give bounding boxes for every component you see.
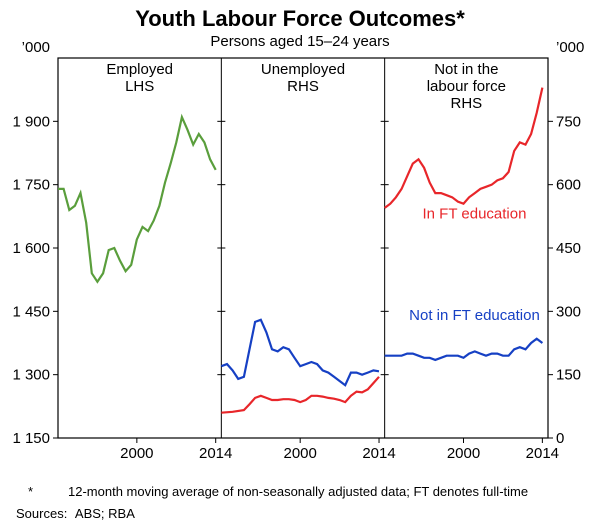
panel-header: labour force bbox=[427, 78, 506, 95]
footnote: *12-month moving average of non-seasonal… bbox=[28, 484, 568, 499]
xtick: 2014 bbox=[362, 445, 395, 462]
ytick-right: 750 bbox=[556, 113, 581, 130]
ytick-left: 1 900 bbox=[12, 113, 50, 130]
xtick: 2000 bbox=[283, 445, 316, 462]
ytick-right: 150 bbox=[556, 367, 581, 384]
plot-area: 1 1501 3001 4501 6001 7501 9000150300450… bbox=[58, 58, 548, 438]
sources: Sources: ABS; RBA bbox=[16, 506, 135, 521]
ytick-right: 300 bbox=[556, 303, 581, 320]
panel-header: Employed bbox=[106, 61, 173, 78]
ytick-left: 1 600 bbox=[12, 240, 50, 257]
plot-svg: 1 1501 3001 4501 6001 7501 9000150300450… bbox=[58, 58, 548, 468]
unit-right: ’000 bbox=[556, 39, 584, 56]
xtick: 2014 bbox=[199, 445, 232, 462]
label-in-ft: In FT education bbox=[423, 205, 527, 222]
xtick: 2000 bbox=[447, 445, 480, 462]
footnote-text: 12-month moving average of non-seasonall… bbox=[68, 484, 558, 499]
chart-subtitle: Persons aged 15–24 years bbox=[0, 33, 600, 50]
series-unemp-notft bbox=[221, 320, 379, 385]
ytick-left: 1 750 bbox=[12, 177, 50, 194]
panel-header: RHS bbox=[450, 95, 482, 112]
series-nilf-notft bbox=[385, 339, 543, 360]
chart-container: Youth Labour Force Outcomes* Persons age… bbox=[0, 0, 600, 531]
sources-label: Sources: bbox=[16, 506, 72, 521]
panel-header: Unemployed bbox=[261, 61, 345, 78]
series-employed bbox=[58, 117, 216, 282]
unit-left: ’000 bbox=[22, 39, 50, 56]
ytick-left: 1 150 bbox=[12, 430, 50, 447]
xtick: 2014 bbox=[526, 445, 559, 462]
sources-text: ABS; RBA bbox=[75, 506, 135, 521]
chart-title: Youth Labour Force Outcomes* bbox=[0, 0, 600, 32]
footnote-star: * bbox=[28, 484, 68, 499]
panel-header: RHS bbox=[287, 78, 319, 95]
panel-header: LHS bbox=[125, 78, 154, 95]
series-unemp-ft bbox=[221, 377, 379, 413]
panel-header: Not in the bbox=[434, 61, 498, 78]
ytick-left: 1 300 bbox=[12, 367, 50, 384]
ytick-right: 450 bbox=[556, 240, 581, 257]
ytick-right: 600 bbox=[556, 177, 581, 194]
label-not-ft: Not in FT education bbox=[409, 307, 540, 324]
xtick: 2000 bbox=[120, 445, 153, 462]
ytick-left: 1 450 bbox=[12, 303, 50, 320]
